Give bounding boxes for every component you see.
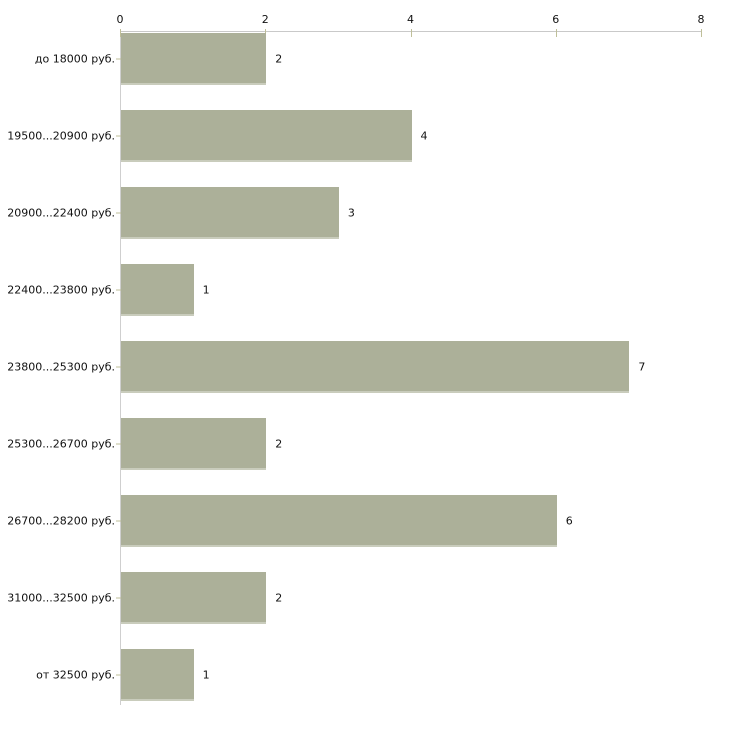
bar — [121, 33, 267, 85]
value-label: 6 — [565, 514, 573, 528]
value-label: 7 — [638, 360, 646, 374]
x-tick-label: 6 — [552, 13, 560, 26]
category-label: 22400...23800 руб. — [7, 283, 115, 297]
x-tick-label: 2 — [261, 13, 269, 26]
bar — [121, 187, 339, 239]
value-label: 2 — [275, 52, 283, 66]
bar — [121, 341, 630, 393]
category-label: 19500...20900 руб. — [7, 129, 115, 143]
bar-row: 19500...20900 руб. 4 — [7, 110, 702, 162]
y-tick-mark — [116, 520, 121, 522]
bar — [121, 418, 267, 470]
y-tick-mark — [116, 212, 121, 214]
y-axis-line — [120, 31, 121, 705]
y-tick-mark — [116, 289, 121, 291]
bar-row: 23800...25300 руб. 7 — [7, 341, 702, 393]
category-label: 20900...22400 руб. — [7, 206, 115, 220]
bar-row: 26700...28200 руб. 6 — [7, 495, 702, 547]
x-tick-mark — [555, 29, 557, 37]
bar — [121, 649, 194, 701]
bar-row: от 32500 руб. 1 — [36, 649, 702, 701]
y-tick-mark — [116, 366, 121, 368]
x-tick-label: 4 — [407, 13, 414, 26]
category-label: 26700...28200 руб. — [7, 514, 115, 528]
x-tick-mark — [120, 29, 121, 37]
bar-rows: до 18000 руб. 2 19500...20900 руб. 4 20900..… — [7, 33, 702, 726]
value-label: 3 — [347, 206, 355, 220]
value-label: 2 — [275, 437, 283, 451]
value-label: 1 — [202, 668, 210, 682]
category-label: от 32500 руб. — [36, 668, 115, 682]
value-label: 1 — [202, 283, 210, 297]
category-label: до 18000 руб. — [34, 52, 115, 66]
bar-row: 20900...22400 руб. 3 — [7, 187, 702, 239]
category-label: 23800...25300 руб. — [7, 360, 115, 374]
y-tick-mark — [116, 135, 121, 137]
y-tick-mark — [116, 58, 121, 60]
bar — [121, 110, 412, 162]
value-label: 2 — [275, 591, 283, 605]
bar-row: до 18000 руб. 2 — [35, 33, 702, 85]
x-tick-label: 0 — [116, 13, 124, 26]
y-tick-mark — [116, 674, 121, 676]
bar — [121, 572, 267, 624]
category-label: 31000...32500 руб. — [7, 591, 115, 605]
x-tick-mark — [701, 29, 702, 37]
x-tick-mark — [410, 29, 412, 37]
bar — [121, 264, 194, 316]
bar-row: 22400...23800 руб. 1 — [7, 264, 702, 316]
y-tick-mark — [116, 443, 121, 445]
category-label: 25300...26700 руб. — [7, 437, 115, 451]
y-tick-mark — [116, 597, 121, 599]
bar — [121, 495, 557, 547]
value-label: 4 — [420, 129, 428, 143]
bar-row: 25300...26700 руб. 2 — [7, 418, 702, 470]
bar-row: 31000...32500 руб. 2 — [7, 572, 702, 624]
x-tick-label: 8 — [697, 13, 705, 26]
